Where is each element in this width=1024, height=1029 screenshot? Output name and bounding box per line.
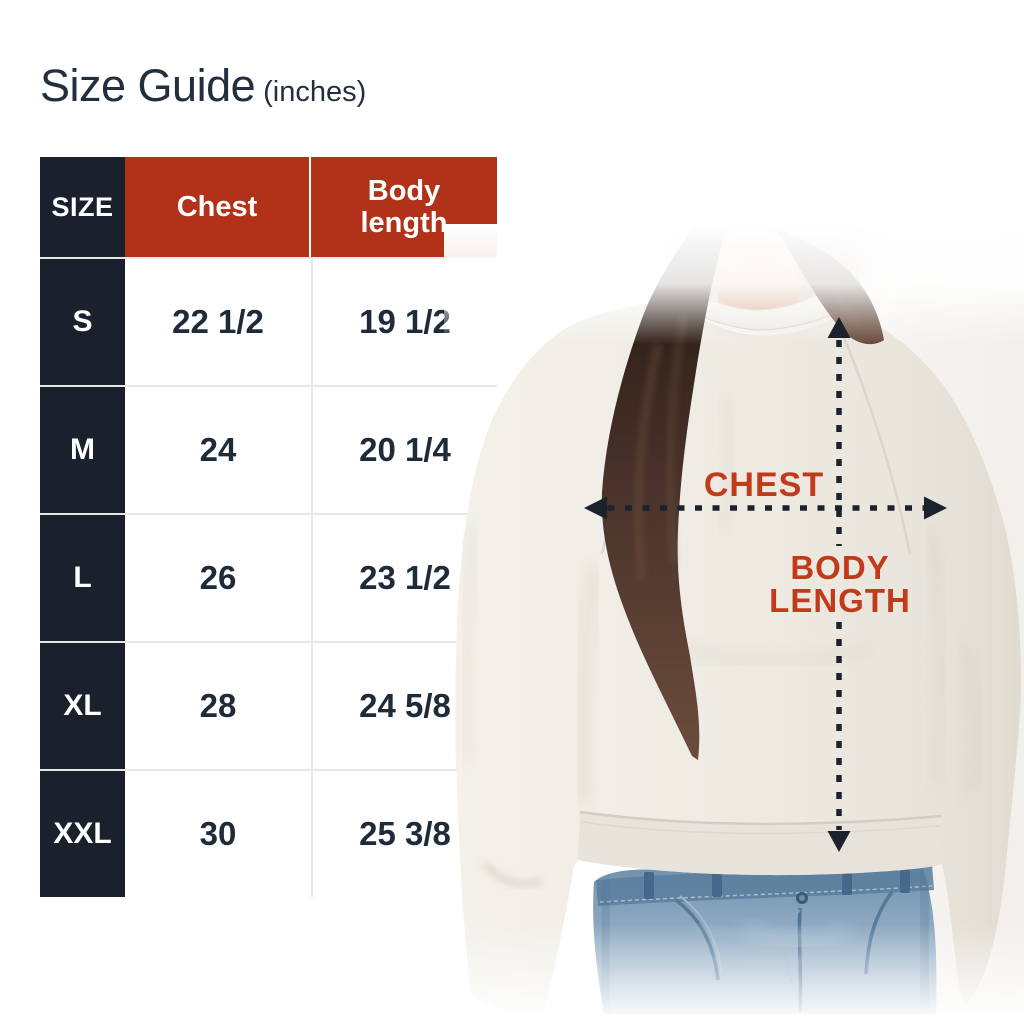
top-white-fade [444, 224, 1024, 344]
model-photo: CHEST BODY LENGTH [444, 224, 1024, 1024]
table-header-size: SIZE [40, 157, 125, 257]
table-header-chest: Chest [125, 157, 311, 257]
chest-cell-m: 24 [125, 385, 311, 513]
chest-cell-xl: 28 [125, 641, 311, 769]
bottom-white-fade [444, 924, 1024, 1024]
page-title-text: Size Guide [40, 60, 255, 111]
body-length-label-line2: LENGTH [769, 582, 911, 619]
body-length-label-line1: BODY [790, 549, 889, 586]
page-title-unit: (inches) [263, 76, 366, 108]
chest-cell-xxl: 30 [125, 769, 311, 897]
size-cell-l: L [40, 513, 125, 641]
size-cell-xl: XL [40, 641, 125, 769]
size-cell-m: M [40, 385, 125, 513]
size-cell-xxl: XXL [40, 769, 125, 897]
chest-cell-l: 26 [125, 513, 311, 641]
model-photo-illustration: CHEST BODY LENGTH [444, 224, 1024, 1024]
chest-cell-s: 22 1/2 [125, 257, 311, 385]
size-cell-s: S [40, 257, 125, 385]
chest-label: CHEST [704, 466, 824, 504]
page-title: Size Guide(inches) [40, 60, 366, 112]
size-table: SIZE Chest Body length S 22 1/2 19 1/2 M… [40, 157, 497, 897]
